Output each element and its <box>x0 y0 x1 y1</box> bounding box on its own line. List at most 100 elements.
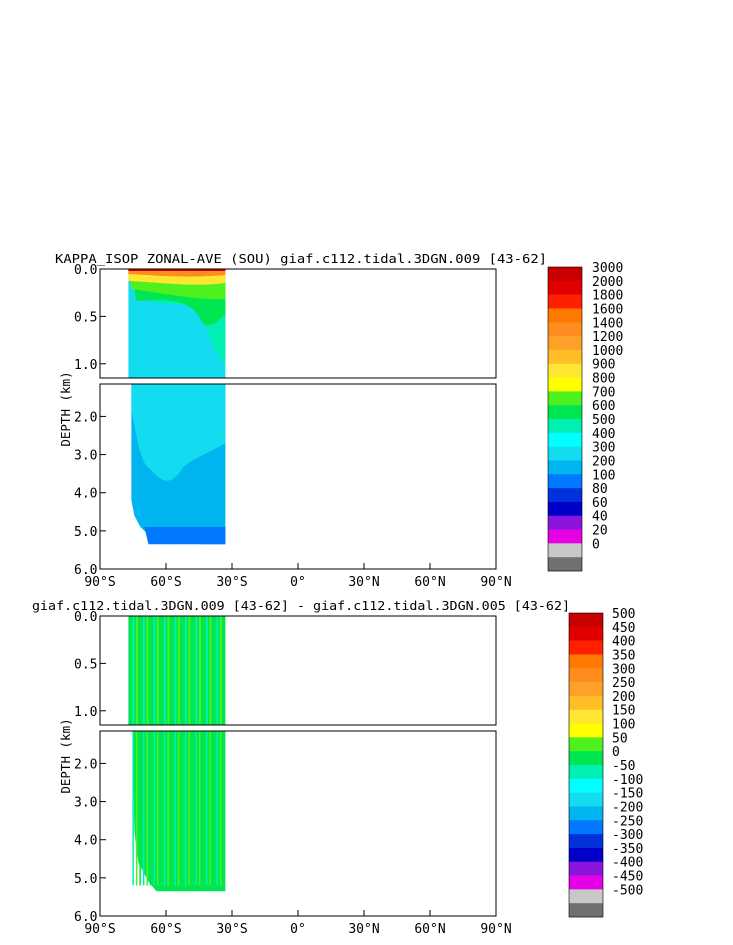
colorbar-label: 400 <box>612 635 635 650</box>
upper-panel-frame <box>99 268 497 379</box>
colorbar-swatch <box>569 820 603 835</box>
diff-streak-upper <box>205 616 208 725</box>
colorbar-swatch <box>548 308 582 323</box>
colorbar-label: -250 <box>612 814 643 829</box>
x-tick-label: 60°S <box>150 575 181 590</box>
diff-streak-upper <box>163 616 166 725</box>
colorbar-label: 250 <box>612 676 635 691</box>
diff-streak-lower <box>153 731 155 886</box>
diff-streak-lower <box>132 731 134 886</box>
diff-streak-lower <box>149 731 152 886</box>
diff-streak-upper <box>156 616 159 725</box>
colorbar-swatch <box>569 765 603 780</box>
colorbar-label: 20 <box>592 524 608 539</box>
upper-panel-frame <box>99 615 497 726</box>
diff-streak-lower <box>209 731 211 886</box>
y-tick-label: 0.0 <box>74 263 97 278</box>
colorbar-swatch <box>548 336 582 351</box>
colorbar-label: 500 <box>612 607 635 622</box>
diff-streak-upper <box>135 616 138 725</box>
y-tick-label: 3.0 <box>74 449 97 464</box>
x-tick-label: 30°S <box>216 922 247 937</box>
diff-streak-upper <box>174 616 177 725</box>
colorbar-label: 1800 <box>592 289 623 304</box>
x-tick-label: 60°N <box>414 922 445 937</box>
diff-streak-upper <box>212 616 215 725</box>
diff-streak-lower <box>188 731 190 886</box>
colorbar-swatch <box>548 419 582 434</box>
colorbar-swatch <box>548 557 582 572</box>
colorbar-swatch <box>569 834 603 849</box>
diff-streak-upper <box>142 616 145 725</box>
x-tick-label: 0° <box>290 575 306 590</box>
colorbar-swatch <box>569 626 603 641</box>
x-tick-label: 30°S <box>216 575 247 590</box>
diff-streak-upper <box>170 616 173 725</box>
colorbar-swatch <box>569 682 603 697</box>
x-tick-label: 0° <box>290 922 306 937</box>
colorbar-label: 350 <box>612 648 635 663</box>
colorbar-swatch <box>569 695 603 711</box>
colorbar-label: 450 <box>612 621 635 636</box>
colorbar-label: 600 <box>592 399 615 414</box>
colorbar-swatch <box>548 432 582 447</box>
y-axis-label: DEPTH (km) <box>58 718 73 793</box>
diff-streak-upper <box>191 616 194 725</box>
diff-streak-lower <box>135 731 138 886</box>
diff-streak-upper <box>219 616 222 725</box>
colorbar-swatch <box>569 875 603 890</box>
colorbar-label: 60 <box>592 496 608 511</box>
diff-streak-upper <box>160 616 163 725</box>
colorbar-label: 1400 <box>592 316 623 331</box>
colorbar-swatch <box>548 267 582 282</box>
colorbar-swatch <box>548 501 582 517</box>
colorbar-swatch <box>569 889 603 904</box>
colorbar-swatch <box>569 903 603 918</box>
x-tick-label: 30°N <box>348 922 379 937</box>
colorbar-swatch <box>569 640 603 655</box>
colorbar-label: 0 <box>612 745 620 760</box>
colorbar-label: 100 <box>592 468 615 483</box>
colorbar-label: 1000 <box>592 344 623 359</box>
y-tick-label: 5.0 <box>74 525 97 540</box>
plot-1: KAPPA_ISOP ZONAL-AVE (SOU) giaf.c112.tid… <box>0 251 623 590</box>
y-tick-label: 3.0 <box>74 796 97 811</box>
colorbar-label: 200 <box>612 690 635 705</box>
colorbar-label: -150 <box>612 787 643 802</box>
diff-streak-upper <box>188 616 191 725</box>
y-tick-label: 1.0 <box>74 705 97 720</box>
colorbar-label: 50 <box>612 731 628 746</box>
diff-streak-lower <box>156 731 159 886</box>
diff-streak-lower <box>174 731 176 886</box>
y-tick-label: 4.0 <box>74 834 97 849</box>
diff-streak-lower <box>170 731 173 886</box>
diff-streak-upper <box>149 616 152 725</box>
diff-streak-upper <box>202 616 205 725</box>
y-tick-label: 1.0 <box>74 358 97 373</box>
colorbar-label: -50 <box>612 759 635 774</box>
diff-streak-lower <box>181 731 183 886</box>
colorbar-swatch <box>548 529 582 544</box>
diff-streak-lower <box>195 731 197 886</box>
y-tick-label: 6.0 <box>74 563 97 578</box>
field-200 <box>144 527 226 545</box>
diff-streak-upper <box>181 616 184 725</box>
colorbar-swatch <box>548 515 582 530</box>
colorbar-label: 0 <box>592 537 600 552</box>
diff-streak-lower <box>142 731 145 886</box>
colorbar-label: 800 <box>592 372 615 387</box>
x-tick-label: 90°S <box>84 575 115 590</box>
diff-streak-lower <box>202 731 204 886</box>
colorbar-label: -100 <box>612 773 643 788</box>
colorbar-swatch <box>569 847 603 863</box>
diff-streak-lower <box>184 731 187 886</box>
y-tick-label: 5.0 <box>74 872 97 887</box>
field-3000 <box>128 269 226 271</box>
colorbar-label: -350 <box>612 842 643 857</box>
y-tick-label: 2.0 <box>74 757 97 772</box>
y-tick-label: 2.0 <box>74 410 97 425</box>
diff-streak-lower <box>139 731 141 886</box>
x-tick-label: 30°N <box>348 575 379 590</box>
colorbar-swatch <box>548 405 582 420</box>
colorbar-label: 80 <box>592 482 608 497</box>
